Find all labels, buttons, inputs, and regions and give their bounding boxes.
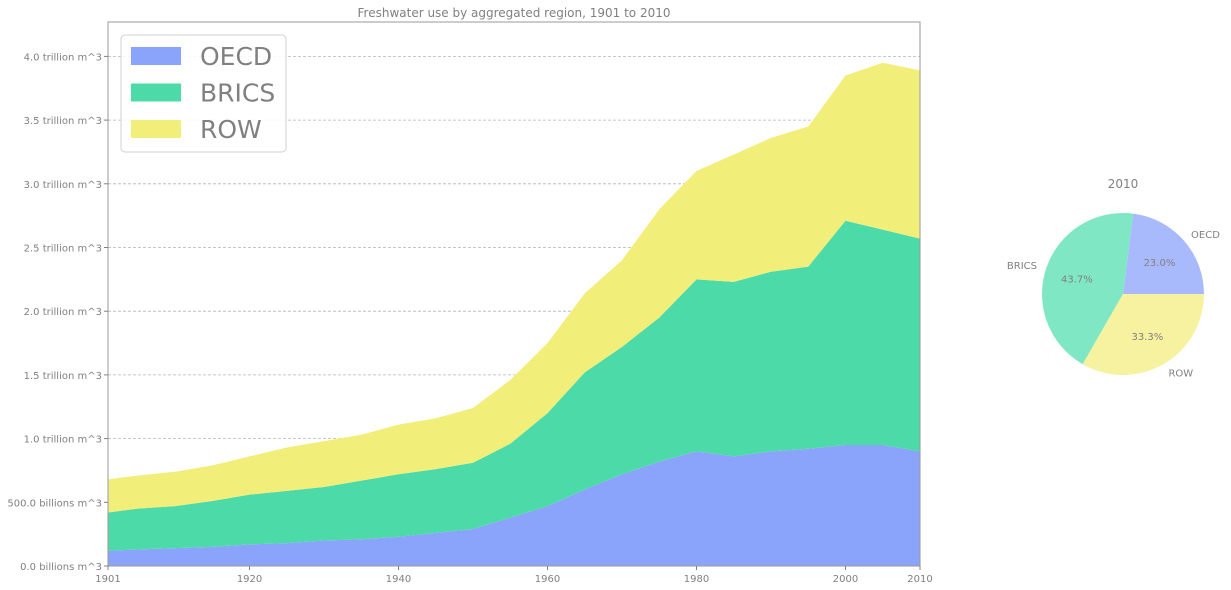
x-tick-label: 1901 [95, 574, 120, 585]
legend-label-oecd: OECD [200, 42, 272, 71]
pie-pct-label-oecd: 23.0% [1144, 258, 1176, 269]
x-tick-label: 2010 [907, 574, 932, 585]
x-tick-label: 1920 [237, 574, 262, 585]
y-tick-label: 4.0 trillion m^3 [24, 52, 102, 63]
y-axis: 0.0 billions m^3 500.0 billions m^3 1.0 tr… [7, 52, 108, 573]
y-tick-label: 2.5 trillion m^3 [24, 243, 102, 254]
legend-label-brics: BRICS [200, 79, 275, 108]
area-series-row [108, 62, 920, 513]
y-tick-label: 1.0 trillion m^3 [24, 435, 102, 446]
pie-pct-label-row: 33.3% [1131, 332, 1163, 343]
y-tick-label: 500.0 billions m^3 [7, 498, 102, 509]
area-layers [108, 62, 920, 566]
y-tick-label: 3.0 trillion m^3 [24, 180, 102, 191]
area-chart-title: Freshwater use by aggregated region, 190… [358, 6, 671, 20]
pie-chart: 2010 23.0% OECD 43.7% BRICS 33.3% ROW [1007, 177, 1220, 380]
legend-label-row: ROW [200, 115, 262, 144]
area-series-oecd [108, 444, 920, 566]
x-axis: 1901 1920 1940 1960 1980 2000 2010 [95, 566, 933, 585]
y-tick-label: 0.0 billions m^3 [20, 562, 102, 573]
area-chart: Freshwater use by aggregated region, 190… [7, 6, 932, 585]
plot-frame [107, 21, 921, 567]
pie-slice-brics [1042, 213, 1134, 365]
y-tick-label: 1.5 trillion m^3 [24, 371, 102, 382]
x-tick-label: 1940 [386, 574, 411, 585]
pie-label-row: ROW [1168, 369, 1193, 380]
x-tick-label: 1960 [535, 574, 560, 585]
pie-slice-row [1082, 294, 1204, 375]
x-tick-label: 1980 [684, 574, 709, 585]
pie-chart-title: 2010 [1108, 177, 1139, 191]
x-tick-label: 2000 [833, 574, 858, 585]
pie-slices: 23.0% OECD 43.7% BRICS 33.3% ROW [1007, 213, 1220, 380]
pie-pct-label-brics: 43.7% [1061, 275, 1093, 286]
legend: OECD BRICS ROW [120, 34, 287, 153]
y-tick-label: 3.5 trillion m^3 [24, 116, 102, 127]
legend-swatch-brics [131, 83, 181, 102]
pie-slice-oecd [1123, 213, 1204, 294]
pie-label-oecd: OECD [1191, 230, 1220, 241]
legend-swatch-oecd [131, 47, 181, 65]
pie-label-brics: BRICS [1007, 261, 1037, 272]
y-tick-label: 2.0 trillion m^3 [24, 307, 102, 318]
legend-swatch-row [131, 120, 181, 138]
area-series-brics [108, 220, 920, 551]
